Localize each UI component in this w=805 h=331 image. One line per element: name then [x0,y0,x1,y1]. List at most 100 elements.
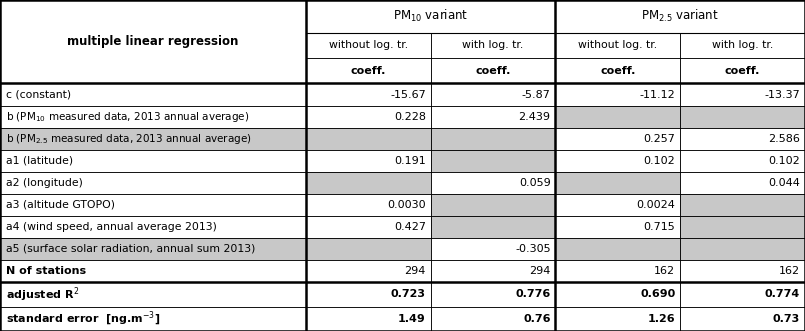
Text: 0.059: 0.059 [519,178,551,188]
Bar [306,128,431,150]
Bar [555,58,680,83]
Bar [555,172,680,194]
Text: -5.87: -5.87 [522,89,551,100]
Text: 1.49: 1.49 [398,314,426,324]
Bar [680,172,805,194]
Bar [306,150,431,172]
Bar [555,150,680,172]
Bar [555,106,680,128]
Bar [306,150,431,172]
Bar [680,33,805,58]
Text: a3 (altitude GTOPO): a3 (altitude GTOPO) [6,200,114,210]
Text: 0.427: 0.427 [394,222,426,232]
Bar [555,194,680,216]
Bar [0,282,306,307]
Bar [431,216,555,238]
Text: 0.0024: 0.0024 [637,200,675,210]
Text: PM$_{10}$ variant: PM$_{10}$ variant [393,8,469,24]
Text: coeff.: coeff. [351,66,386,76]
Bar [0,194,306,216]
Bar [306,260,431,282]
Text: a2 (longitude): a2 (longitude) [6,178,82,188]
Bar [306,172,431,194]
Text: 0.715: 0.715 [644,222,675,232]
Bar [306,216,431,238]
Bar [680,58,805,83]
Bar [0,0,306,83]
Bar [680,106,805,128]
Text: coeff.: coeff. [476,66,510,76]
Bar [306,0,555,33]
Bar [0,150,306,172]
Bar [0,307,306,331]
Text: 0.776: 0.776 [515,289,551,299]
Text: without log. tr.: without log. tr. [578,40,658,50]
Bar [680,282,805,307]
Text: b (PM$_{10}$ measured data, 2013 annual average): b (PM$_{10}$ measured data, 2013 annual … [6,110,249,123]
Bar [0,106,306,128]
Text: 0.228: 0.228 [394,112,426,121]
Bar [680,307,805,331]
Bar [306,83,431,106]
Bar [306,58,431,83]
Bar [680,194,805,216]
Bar [431,260,555,282]
Bar [680,83,805,106]
Text: 294: 294 [529,266,551,276]
Bar [555,194,680,216]
Text: multiple linear regression: multiple linear regression [68,35,238,48]
Bar [431,307,555,331]
Text: without log. tr.: without log. tr. [328,40,408,50]
Bar [555,238,680,260]
Bar [306,83,431,106]
Bar [306,216,431,238]
Bar [306,106,431,128]
Text: N of stations: N of stations [6,266,86,276]
Text: 0.257: 0.257 [643,134,675,144]
Text: -15.67: -15.67 [390,89,426,100]
Text: 0.102: 0.102 [769,156,800,166]
Text: -11.12: -11.12 [640,89,675,100]
Bar [306,238,431,260]
Text: 0.73: 0.73 [773,314,800,324]
Text: 162: 162 [779,266,800,276]
Bar [431,83,555,106]
Bar [555,0,805,33]
Text: 0.102: 0.102 [644,156,675,166]
Bar [431,194,555,216]
Bar [431,128,555,150]
Bar [306,194,431,216]
Bar [306,0,555,33]
Bar [0,83,306,106]
Bar [680,307,805,331]
Bar [555,282,680,307]
Bar [431,150,555,172]
Bar [431,260,555,282]
Text: b (PM$_{2.5}$ measured data, 2013 annual average): b (PM$_{2.5}$ measured data, 2013 annual… [6,132,251,146]
Bar [431,106,555,128]
Text: a1 (latitude): a1 (latitude) [6,156,72,166]
Bar [0,260,306,282]
Bar [0,106,306,128]
Text: standard error  [ng.m$^{-3}$]: standard error [ng.m$^{-3}$] [6,310,160,328]
Bar [0,216,306,238]
Text: 162: 162 [654,266,675,276]
Bar [431,238,555,260]
Bar [680,260,805,282]
Bar [680,150,805,172]
Text: 1.26: 1.26 [648,314,675,324]
Text: a5 (surface solar radiation, annual sum 2013): a5 (surface solar radiation, annual sum … [6,244,255,254]
Bar [680,194,805,216]
Bar [680,106,805,128]
Bar [555,33,680,58]
Bar [555,0,805,33]
Bar [306,106,431,128]
Bar [0,216,306,238]
Bar [306,58,431,83]
Bar [555,260,680,282]
Bar [0,128,306,150]
Bar [555,83,680,106]
Bar [680,33,805,58]
Text: adjusted R$^2$: adjusted R$^2$ [6,285,79,304]
Text: PM$_{2.5}$ variant: PM$_{2.5}$ variant [642,8,719,24]
